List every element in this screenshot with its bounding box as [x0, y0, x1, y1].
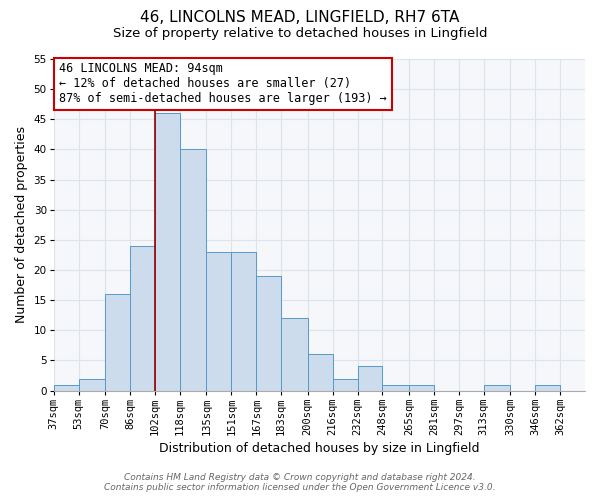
Bar — [79, 378, 105, 390]
Bar — [155, 114, 180, 390]
Text: Size of property relative to detached houses in Lingfield: Size of property relative to detached ho… — [113, 28, 487, 40]
X-axis label: Distribution of detached houses by size in Lingfield: Distribution of detached houses by size … — [159, 442, 479, 455]
Text: Contains HM Land Registry data © Crown copyright and database right 2024.
Contai: Contains HM Land Registry data © Crown c… — [104, 473, 496, 492]
Bar — [308, 354, 332, 390]
Bar — [382, 384, 409, 390]
Bar — [535, 384, 560, 390]
Bar — [256, 276, 281, 390]
Y-axis label: Number of detached properties: Number of detached properties — [15, 126, 28, 324]
Bar — [130, 246, 155, 390]
Bar — [232, 252, 256, 390]
Bar — [409, 384, 434, 390]
Bar — [105, 294, 130, 390]
Bar — [484, 384, 510, 390]
Bar — [180, 150, 206, 390]
Bar — [332, 378, 358, 390]
Bar — [206, 252, 232, 390]
Text: 46, LINCOLNS MEAD, LINGFIELD, RH7 6TA: 46, LINCOLNS MEAD, LINGFIELD, RH7 6TA — [140, 10, 460, 25]
Bar — [54, 384, 79, 390]
Bar — [281, 318, 308, 390]
Bar — [358, 366, 382, 390]
Text: 46 LINCOLNS MEAD: 94sqm
← 12% of detached houses are smaller (27)
87% of semi-de: 46 LINCOLNS MEAD: 94sqm ← 12% of detache… — [59, 62, 387, 106]
